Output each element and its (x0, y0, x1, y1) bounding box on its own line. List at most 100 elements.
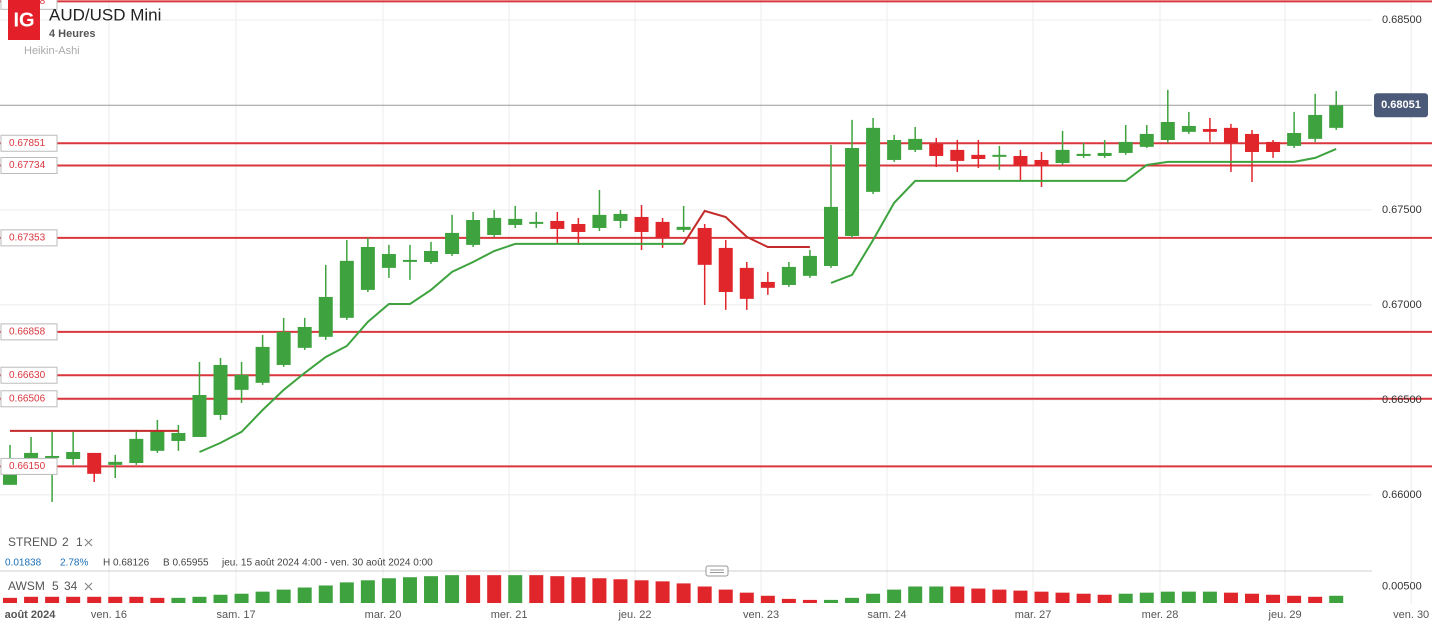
candle-body (129, 438, 144, 463)
awsm-bar (845, 597, 860, 603)
candle-body (276, 331, 291, 365)
awsm-bar (508, 575, 523, 603)
level-label-box (0, 229, 58, 247)
candle-body (466, 220, 481, 245)
level-label-box (0, 457, 58, 475)
candle-body (1329, 105, 1344, 128)
awsm-bar (213, 594, 228, 603)
awsm-bar (802, 599, 817, 603)
awsm-bar (234, 593, 249, 603)
close-icon[interactable] (84, 582, 93, 591)
x-tick-label: ven. 23 (743, 609, 779, 621)
resize-handle[interactable] (705, 565, 729, 577)
candle-body (108, 461, 123, 465)
x-tick-label: mar. 20 (365, 609, 402, 621)
candle-body (613, 213, 628, 221)
candle-body (1097, 152, 1112, 156)
marks (2, 89, 1344, 603)
awsm-bar (971, 588, 986, 603)
candle-body (87, 452, 102, 474)
candle-body (634, 216, 649, 232)
candle-body (866, 127, 881, 192)
level-label: 0.66150 (9, 461, 46, 472)
candle-body (697, 227, 712, 265)
y-tick-label: 0.66500 (1382, 394, 1422, 406)
x-tick-label: jeu. 29 (1268, 609, 1302, 621)
awsm-bar (402, 577, 417, 603)
change: 0.01838 (5, 558, 42, 569)
x-tick-label: jeu. 22 (617, 609, 651, 621)
candle-body (1245, 133, 1260, 152)
level-label: 0.67734 (9, 160, 46, 171)
awsm-bar (887, 589, 902, 603)
supertrend-up (199, 147, 1337, 453)
y-tick-label: 0.67000 (1382, 299, 1422, 311)
awsm-bar (908, 586, 923, 603)
candle-body (1202, 129, 1217, 132)
awsm-bar (1076, 593, 1091, 603)
indicator-param: 34 (64, 579, 78, 593)
awsm-bar (1055, 592, 1070, 603)
awsm-bar (1223, 592, 1238, 603)
awsm-bar (2, 597, 17, 603)
y-tick-label: 0.68500 (1382, 14, 1422, 26)
candle-body (929, 144, 944, 156)
awsm-bar (992, 589, 1007, 603)
x-tick-label: mer. 28 (1142, 609, 1179, 621)
level-label: 0.66630 (9, 370, 46, 381)
date-range: jeu. 15 août 2024 4:00 - ven. 30 août 20… (221, 558, 433, 569)
close-icon[interactable] (84, 538, 93, 547)
awsm-bar (592, 578, 607, 603)
candle-body (1013, 155, 1028, 166)
logo (8, 0, 40, 40)
awsm-bar (613, 579, 628, 603)
awsm-bar (339, 582, 354, 603)
interval: 4 Heures (49, 28, 95, 40)
candle-body (45, 455, 60, 458)
awsm-bar (1308, 596, 1323, 603)
awsm-bar (424, 576, 439, 603)
awsm-bar (1097, 594, 1112, 603)
candle-body (381, 254, 396, 268)
candle-body (1181, 125, 1196, 132)
candle-body (1266, 141, 1281, 152)
awsm-bar (381, 578, 396, 603)
awsm-bar (823, 599, 838, 603)
indicator-param: 2 (62, 535, 69, 549)
x-tick-label: sam. 24 (867, 609, 906, 621)
candle-body (1223, 127, 1238, 143)
candle-body (571, 223, 586, 232)
awsm-tick-label: 0.00500 (1382, 580, 1422, 592)
indicator-param: 5 (52, 579, 59, 593)
candle-body (1034, 159, 1049, 166)
candle-body (529, 221, 544, 224)
awsm-bar (571, 577, 586, 603)
levels (0, 0, 1432, 468)
candle-body (360, 246, 375, 290)
awsm-bar (1034, 591, 1049, 603)
candle-body (1287, 132, 1302, 146)
awsm-bar (87, 596, 102, 603)
awsm-bar (276, 589, 291, 603)
awsm-bar (550, 576, 565, 603)
awsm-bar (718, 589, 733, 603)
candle-body (992, 154, 1007, 157)
awsm-bar (360, 580, 375, 603)
awsm-bar (108, 596, 123, 603)
candle-body (402, 259, 417, 262)
candle-body (1076, 153, 1091, 156)
awsm-bar (1160, 591, 1175, 603)
awsm-bar (1118, 593, 1133, 603)
candle-body (508, 218, 523, 225)
candle-body (24, 452, 39, 460)
candle-body (1055, 149, 1070, 164)
awsm-bar (318, 585, 333, 603)
last-price-label: 0.68051 (1381, 99, 1421, 111)
awsm-bar (529, 575, 544, 603)
level-label: 0.66858 (9, 327, 46, 338)
awsm-bar (297, 587, 312, 603)
awsm-bar (655, 581, 670, 603)
chart-title: AUD/USD Mini (49, 5, 161, 24)
indicator-name: STREND (8, 535, 58, 549)
